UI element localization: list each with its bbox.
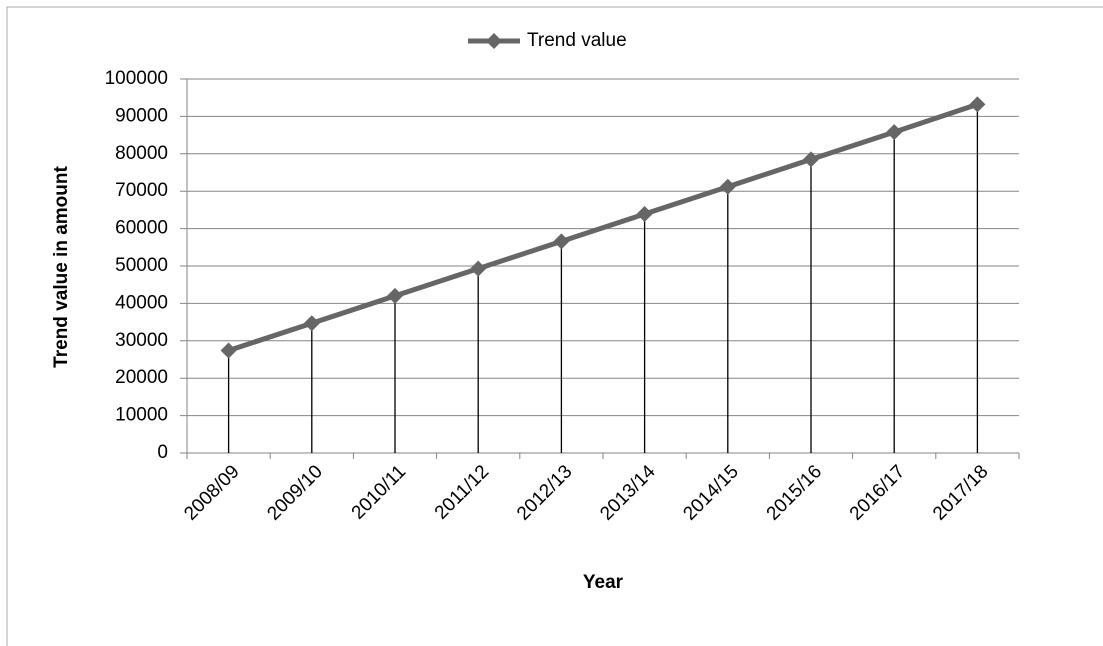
data-point — [719, 178, 736, 195]
y-tick-label: 0 — [157, 442, 168, 463]
data-point — [387, 287, 403, 304]
y-axis-title: Trend value in amount — [51, 166, 72, 368]
x-tick-label: 2014/15 — [679, 461, 742, 524]
x-tick-label: 2011/12 — [431, 461, 493, 523]
y-tick-label: 100000 — [105, 68, 168, 89]
data-point — [969, 96, 986, 113]
x-tick-label: 2012/13 — [513, 461, 576, 524]
y-tick-label: 10000 — [115, 405, 168, 426]
y-tick-label: 60000 — [115, 218, 168, 239]
legend-marker — [486, 33, 502, 49]
x-tick-label: 2016/17 — [846, 461, 909, 524]
data-point — [303, 315, 320, 332]
data-point — [220, 342, 237, 359]
data-point — [636, 206, 653, 223]
x-tick-label: 2008/09 — [180, 461, 243, 524]
y-tick-label: 20000 — [115, 367, 168, 388]
x-axis-title: Year — [583, 572, 624, 593]
data-point — [470, 260, 487, 277]
data-point — [553, 233, 570, 250]
y-tick-label: 90000 — [115, 105, 168, 126]
y-tick-label: 50000 — [115, 255, 168, 276]
data-point — [803, 151, 819, 168]
x-tick-label: 2009/10 — [263, 461, 326, 524]
data-point — [886, 124, 903, 141]
legend-label: Trend value — [527, 30, 627, 51]
x-tick-label: 2015/16 — [763, 461, 826, 524]
y-tick-label: 40000 — [115, 292, 168, 313]
x-tick-label: 2017/18 — [929, 461, 992, 524]
x-tick-label: 2010/11 — [348, 461, 410, 523]
x-tick-label: 2013/14 — [596, 461, 660, 525]
y-tick-label: 80000 — [115, 143, 168, 164]
y-tick-label: 70000 — [115, 180, 168, 201]
chart-border — [6, 6, 1103, 646]
y-tick-label: 30000 — [115, 330, 168, 351]
series-line — [227, 102, 979, 353]
